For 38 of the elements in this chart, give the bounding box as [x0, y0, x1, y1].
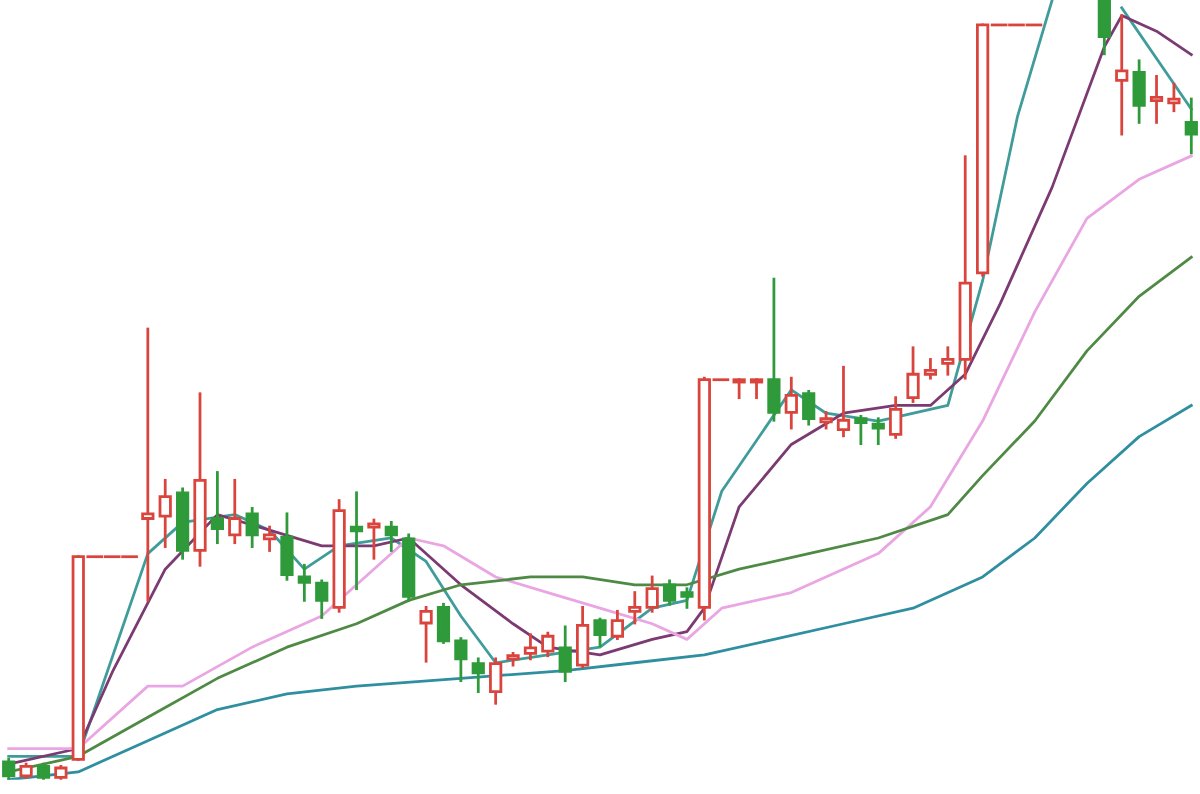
candlestick	[784, 376, 798, 430]
candlestick	[1132, 59, 1146, 124]
candlestick	[923, 358, 938, 380]
candlestick	[889, 396, 903, 439]
candlestick	[541, 631, 555, 658]
candlestick	[176, 487, 190, 560]
candlestick	[523, 633, 538, 661]
candlestick	[576, 606, 590, 669]
candlestick	[141, 327, 155, 602]
candlestick	[854, 414, 868, 446]
candlestick	[802, 390, 816, 426]
candlestick	[489, 657, 503, 705]
candlestick	[1149, 75, 1164, 124]
candlestick	[297, 563, 311, 602]
candlestick	[471, 657, 485, 693]
candlestick	[871, 417, 885, 446]
candlestick	[158, 478, 172, 548]
candlestick	[436, 602, 451, 644]
candlestick	[836, 365, 851, 438]
candlestick	[349, 491, 364, 591]
candlestick	[384, 521, 398, 552]
candlestick	[402, 533, 416, 602]
candlestick	[662, 579, 677, 606]
candlestick	[1184, 97, 1198, 155]
candlestick	[941, 346, 955, 376]
candlestick	[262, 525, 277, 552]
candlestick	[315, 579, 329, 619]
candlestick	[958, 155, 972, 380]
candlestick	[1115, 14, 1129, 136]
candlestick	[558, 625, 572, 683]
candlestick	[332, 499, 346, 613]
candlestick	[610, 609, 624, 640]
candlestick	[210, 471, 224, 545]
candlestick	[245, 506, 259, 548]
candlestick	[645, 575, 659, 613]
candlestick	[228, 478, 242, 545]
candlestick	[628, 591, 642, 625]
candlestick	[454, 637, 468, 683]
